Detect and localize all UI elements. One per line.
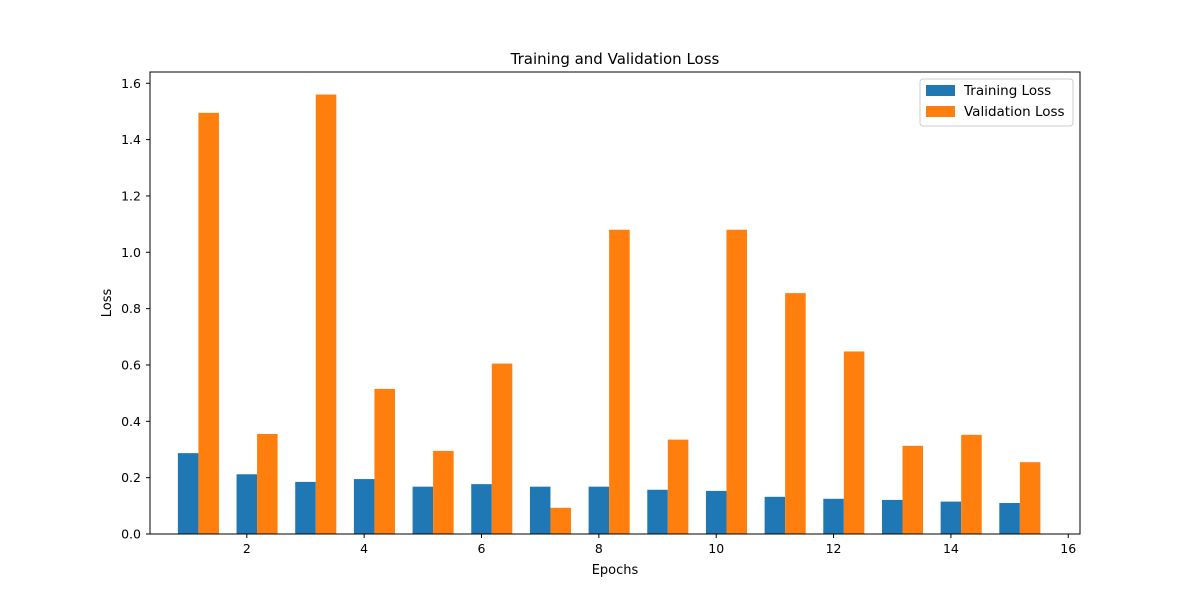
bar-validation-loss-epoch-7 bbox=[550, 507, 571, 534]
bar-validation-loss-epoch-1 bbox=[198, 112, 219, 534]
legend-swatch-training-loss bbox=[926, 85, 955, 96]
x-tick-label: 6 bbox=[478, 541, 486, 556]
x-tick-label: 16 bbox=[1060, 541, 1076, 556]
legend-box bbox=[919, 78, 1074, 127]
bar-training-loss-epoch-15 bbox=[999, 503, 1020, 534]
y-tick-label: 0.8 bbox=[121, 301, 141, 316]
bar-training-loss-epoch-10 bbox=[705, 490, 727, 534]
bar-training-loss-epoch-8 bbox=[588, 486, 610, 534]
legend-label-validation-loss: Validation Loss bbox=[964, 104, 1065, 120]
y-tick-label: 0.4 bbox=[121, 414, 141, 429]
bar-training-loss-epoch-14 bbox=[940, 501, 962, 534]
plot-area: 2 4 6 8 10 12 14 16 0.0 0.2 0.4 0.6 0.8 1.0 1.2 1.4 1.6 bbox=[121, 71, 1081, 556]
y-tick-label: 1.4 bbox=[121, 132, 141, 147]
bar-validation-loss-epoch-6 bbox=[491, 363, 513, 534]
y-tick-label: 0.6 bbox=[121, 357, 141, 372]
bar-training-loss-epoch-2 bbox=[236, 474, 258, 534]
x-tick-label: 14 bbox=[943, 541, 959, 556]
y-tick-label: 1.6 bbox=[121, 76, 141, 91]
bar-training-loss-epoch-4 bbox=[353, 479, 375, 534]
bar-training-loss-epoch-5 bbox=[412, 486, 434, 534]
x-axis-ticks: 2 4 6 8 10 12 14 16 bbox=[243, 534, 1076, 556]
bar-validation-loss-epoch-8 bbox=[609, 229, 630, 534]
legend-swatch-validation-loss bbox=[926, 106, 955, 117]
y-tick-label: 1.0 bbox=[121, 245, 141, 260]
y-tick-label: 0.0 bbox=[121, 527, 141, 542]
bar-training-loss-epoch-9 bbox=[647, 489, 668, 534]
legend: Training Loss Validation Loss bbox=[919, 78, 1074, 127]
bar-validation-loss-epoch-9 bbox=[667, 439, 689, 534]
bar-validation-loss-epoch-4 bbox=[374, 388, 395, 534]
bar-validation-loss-epoch-15 bbox=[1019, 462, 1041, 534]
bar-validation-loss-epoch-3 bbox=[315, 94, 337, 534]
bar-validation-loss-epoch-11 bbox=[785, 293, 806, 534]
x-tick-label: 2 bbox=[243, 541, 251, 556]
plot-frame bbox=[149, 71, 1081, 535]
y-tick-label: 0.2 bbox=[121, 470, 141, 485]
bar-training-loss-epoch-11 bbox=[764, 496, 786, 534]
bar-validation-loss-epoch-5 bbox=[433, 450, 454, 534]
bar-validation-loss-epoch-13 bbox=[902, 445, 924, 534]
bar-validation-loss-epoch-10 bbox=[726, 229, 748, 534]
x-axis-label: Epochs bbox=[592, 563, 639, 578]
chart-title: Training and Validation Loss bbox=[510, 50, 720, 68]
bar-training-loss-epoch-12 bbox=[823, 498, 844, 534]
bars-layer bbox=[177, 94, 1041, 534]
legend-label-training-loss: Training Loss bbox=[963, 83, 1051, 99]
bar-training-loss-epoch-13 bbox=[881, 499, 903, 534]
x-tick-label: 8 bbox=[595, 541, 603, 556]
x-tick-label: 10 bbox=[708, 541, 724, 556]
bar-training-loss-epoch-3 bbox=[295, 481, 316, 534]
bar-validation-loss-epoch-14 bbox=[961, 434, 982, 534]
y-axis-label: Loss bbox=[100, 289, 115, 318]
bar-validation-loss-epoch-2 bbox=[257, 433, 278, 534]
bar-training-loss-epoch-7 bbox=[529, 486, 551, 534]
x-tick-label: 12 bbox=[826, 541, 842, 556]
y-tick-label: 1.2 bbox=[121, 188, 141, 203]
x-tick-label: 4 bbox=[360, 541, 368, 556]
bar-training-loss-epoch-6 bbox=[471, 484, 492, 534]
y-axis-ticks: 0.0 0.2 0.4 0.6 0.8 1.0 1.2 1.4 1.6 bbox=[121, 76, 150, 542]
bar-training-loss-epoch-1 bbox=[177, 453, 199, 534]
bar-validation-loss-epoch-12 bbox=[843, 351, 865, 534]
